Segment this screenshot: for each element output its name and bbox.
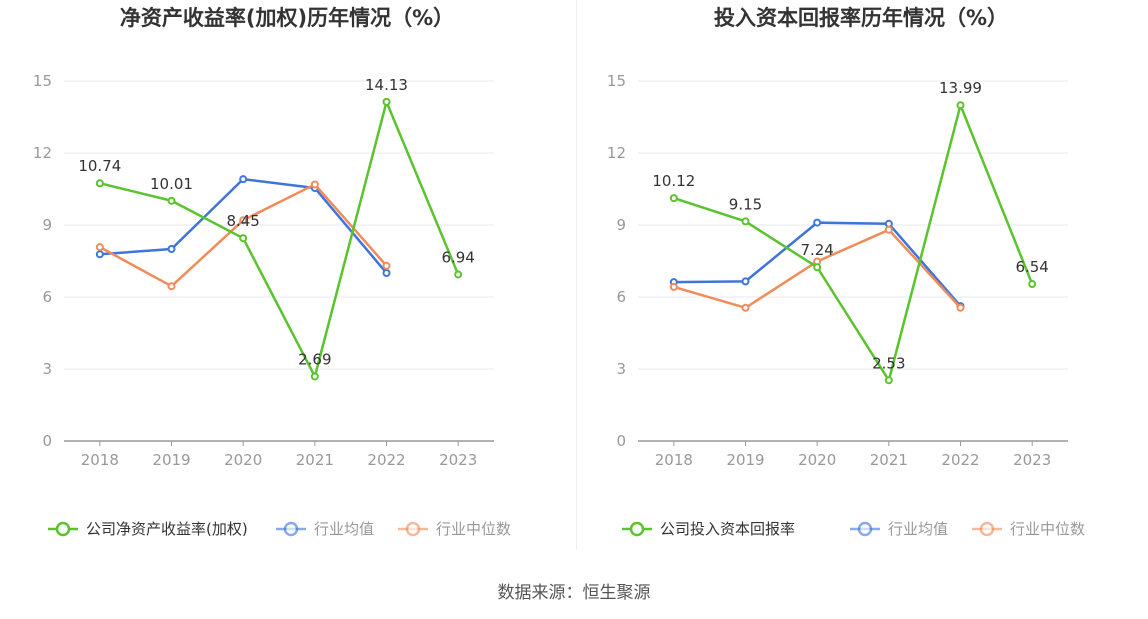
data-point [239,175,248,184]
legend-marker [857,521,873,537]
y-tick-label: 15 [33,72,52,90]
data-point [310,180,319,189]
x-tick-label: 2022 [367,451,405,469]
data-label: 14.13 [365,76,408,94]
data-point [167,196,176,205]
data-point [741,217,750,226]
legend-item: 行业均值 [276,520,374,538]
data-point [382,261,391,270]
roic-chart-panel: 投入资本回报率历年情况（%） 0 3 6 9 12 15 2018 2019 2020 2021 20… [574,0,1148,560]
x-tick-label: 2023 [1013,451,1051,469]
x-tick-label: 2018 [81,451,119,469]
legend-marker [55,521,71,537]
data-point [884,376,893,385]
data-point [167,282,176,291]
data-point [95,250,104,259]
y-tick-label: 12 [607,144,626,162]
data-label: 7.24 [800,241,833,259]
legend-label: 行业均值 [888,520,948,538]
chart-title: 投入资本回报率历年情况（%） [714,6,1008,30]
legend-marker [283,521,299,537]
legend-item: 公司净资产收益率(加权) [48,520,248,538]
data-point [239,216,248,225]
data-label: 9.15 [729,195,762,213]
data-point [669,194,678,203]
data-point [382,97,391,106]
x-tick-label: 2019 [152,451,190,469]
legend-marker [405,521,421,537]
data-source: 数据来源：恒生聚源 [497,583,651,603]
data-point [382,269,391,277]
x-tick-label: 2020 [224,451,262,469]
data-point [669,282,678,291]
data-label: 2.53 [872,354,905,372]
x-tick-label: 2018 [655,451,693,469]
legend-item: 行业中位数 [398,520,511,538]
y-tick-label: 9 [616,216,626,234]
roic-chart: 投入资本回报率历年情况（%） 0 3 6 9 12 15 2018 2019 2020 2021 20… [607,6,1085,538]
x-tick-label: 2021 [870,451,908,469]
y-tick-label: 3 [42,360,52,378]
legend-label: 行业中位数 [436,520,511,538]
data-point [813,263,822,272]
data-label: 10.12 [652,172,695,190]
data-point [813,218,822,227]
legend-marker [629,521,645,537]
legend-label: 行业中位数 [1010,520,1085,538]
data-label: 10.01 [150,175,193,193]
data-label: 8.45 [226,212,259,230]
legend-label: 公司投入资本回报率 [660,520,795,538]
data-point [239,234,248,243]
legend-item: 行业中位数 [972,520,1085,538]
y-tick-label: 12 [33,144,52,162]
panel-divider [576,0,577,550]
data-point [741,303,750,312]
data-point [1028,280,1037,289]
legend-marker [979,521,995,537]
data-label: 10.74 [78,157,121,175]
series-line [99,100,460,378]
data-point [310,372,319,381]
data-label: 6.94 [441,248,474,266]
legend-item: 行业均值 [850,520,948,538]
roe-chart-panel: 净资产收益率(加权)历年情况（%） 0 3 6 9 12 15 2018 2019 2020 202… [0,0,574,560]
series-line [673,103,1034,382]
data-point [454,270,463,279]
y-tick-label: 9 [42,216,52,234]
legend-label: 公司净资产收益率(加权) [86,520,248,538]
x-tick-label: 2020 [798,451,836,469]
data-point [956,101,965,110]
data-point [956,303,965,312]
x-tick-label: 2023 [439,451,477,469]
roe-chart: 净资产收益率(加权)历年情况（%） 0 3 6 9 12 15 2018 2019 2020 202… [33,6,511,538]
y-tick-label: 0 [42,432,52,450]
y-tick-label: 6 [42,288,52,306]
legend-label: 行业均值 [314,520,374,538]
data-label: 6.54 [1015,258,1048,276]
legend-item: 公司投入资本回报率 [622,520,795,538]
x-tick-label: 2021 [296,451,334,469]
x-tick-label: 2022 [941,451,979,469]
y-tick-label: 3 [616,360,626,378]
y-tick-label: 6 [616,288,626,306]
data-point [95,179,104,188]
y-tick-label: 15 [607,72,626,90]
data-label: 2.69 [298,350,331,368]
x-tick-label: 2019 [726,451,764,469]
data-point [167,245,176,253]
data-point [884,225,893,234]
data-point [741,277,750,286]
data-label: 13.99 [939,79,982,97]
chart-title: 净资产收益率(加权)历年情况（%） [120,6,454,30]
data-point [95,243,104,252]
y-tick-label: 0 [616,432,626,450]
